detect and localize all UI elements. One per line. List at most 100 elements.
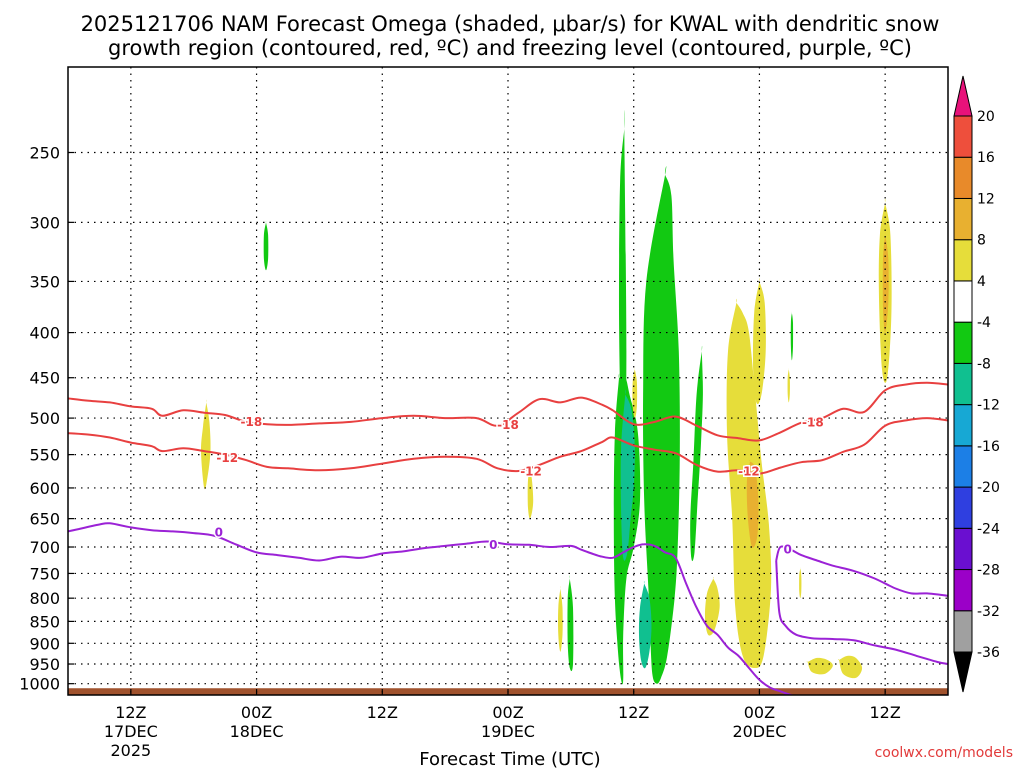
colorbar-label-4: -20 xyxy=(977,480,1000,496)
omega-region-5 xyxy=(690,345,703,562)
omega-region-6 xyxy=(567,575,574,672)
y-axis: 250 300 350 400 450 500 550 600 650 700 750 800 850 9… xyxy=(19,143,74,694)
omega-region-20 xyxy=(787,368,790,403)
omega-region-9 xyxy=(790,311,794,361)
contour-label-7: -12 xyxy=(738,465,760,479)
colorbar-label-5: -16 xyxy=(977,439,1000,455)
contour-label-2: 0 xyxy=(215,526,223,540)
x-tick-label-3: 00Z xyxy=(492,703,523,722)
y-tick-label-8: 650 xyxy=(29,510,60,529)
y-tick-label-2: 350 xyxy=(29,272,60,291)
y-tick-label-10: 750 xyxy=(29,564,60,583)
contour-line-0 xyxy=(68,381,948,442)
colorbar-label-9: 4 xyxy=(977,274,986,290)
omega-region-22 xyxy=(746,459,759,548)
colorbar-label-0: -36 xyxy=(977,645,1000,661)
contour-line-3 xyxy=(775,545,948,597)
omega-shading xyxy=(200,110,892,685)
colorbar-box-2 xyxy=(953,527,973,571)
colorbar-label-3: -24 xyxy=(977,521,1000,537)
colorbar-label-2: -28 xyxy=(977,563,1000,579)
omega-region-13 xyxy=(200,399,211,490)
x-tick-label-4: 12Z xyxy=(618,703,649,722)
x-tick-label-2: 12Z xyxy=(367,703,398,722)
contour-labels: -18 -12 0 -18 -12 0 -18 -12 0 xyxy=(213,413,825,558)
y-tick-label-6: 550 xyxy=(29,446,60,465)
colorbar-under-arrow xyxy=(953,651,973,693)
colorbar-label-6: -12 xyxy=(977,398,1000,414)
omega-region-12 xyxy=(704,576,720,636)
chart-title-line1: 2025121706 NAM Forecast Omega (shaded, μ… xyxy=(81,12,940,36)
colorbar-box-8 xyxy=(953,280,973,323)
contour-label-5: 0 xyxy=(489,538,497,552)
x-tick-label-1: 00Z xyxy=(241,703,272,722)
x-tick-date-5: 20DEC xyxy=(732,722,786,741)
y-tick-label-4: 450 xyxy=(29,369,60,388)
contour-label-3: -18 xyxy=(497,418,519,432)
colorbar-box-9 xyxy=(953,239,973,282)
colorbar-label-13: 20 xyxy=(977,109,995,125)
omega-region-15 xyxy=(838,655,863,679)
contour-label-0: -18 xyxy=(240,415,262,429)
colorbar: -36 -32 -28 -24 -20 -16 -12 -8 -4 4 8 12 16 20 xyxy=(953,75,1000,693)
omega-region-4 xyxy=(638,581,652,669)
x-tick-date-1: 18DEC xyxy=(230,722,284,741)
omega-region-3 xyxy=(620,389,635,561)
y-tick-label-11: 800 xyxy=(29,589,60,608)
y-tick-label-3: 400 xyxy=(29,324,60,343)
y-tick-label-1: 300 xyxy=(29,213,60,232)
colorbar-box-6 xyxy=(953,362,973,406)
omega-region-16 xyxy=(806,657,833,675)
x-tick-date-3: 19DEC xyxy=(481,722,535,741)
contour-label-8: 0 xyxy=(784,543,792,557)
omega-region-1 xyxy=(618,110,627,461)
x-axis-title: Forecast Time (UTC) xyxy=(419,749,600,768)
y-tick-label-12: 850 xyxy=(29,612,60,631)
colorbar-box-4 xyxy=(953,445,973,488)
omega-region-19 xyxy=(632,367,638,419)
colorbar-label-1: -32 xyxy=(977,604,1000,620)
contour-label-6: -18 xyxy=(802,416,824,430)
colorbar-box-0 xyxy=(953,610,973,653)
omega-region-18 xyxy=(558,586,563,652)
contour-line-2 xyxy=(68,522,948,695)
x-tick-year-0: 2025 xyxy=(110,741,151,760)
contour-line-1 xyxy=(68,417,948,475)
x-tick-label-6: 12Z xyxy=(869,703,900,722)
colorbar-box-3 xyxy=(953,486,973,529)
omega-region-17 xyxy=(527,466,534,519)
omega-region-21 xyxy=(799,567,802,599)
colorbar-box-10 xyxy=(953,197,973,241)
colorbar-box-12 xyxy=(953,115,973,158)
y-tick-label-7: 600 xyxy=(29,479,60,498)
colorbar-label-7: -8 xyxy=(977,356,991,372)
contour-label-1: -12 xyxy=(216,451,238,465)
colorbar-label-11: 12 xyxy=(977,191,995,207)
x-tick-label-0: 12Z xyxy=(115,703,146,722)
y-tick-label-0: 250 xyxy=(29,143,60,162)
colorbar-label-8: -4 xyxy=(977,315,991,331)
contour-label-4: -12 xyxy=(520,465,542,479)
y-tick-label-15: 1000 xyxy=(19,675,60,694)
omega-region-8 xyxy=(263,220,269,271)
y-tick-label-13: 900 xyxy=(29,634,60,653)
contour-line-4 xyxy=(775,560,948,665)
grid-lines xyxy=(68,67,948,695)
colorbar-box-7 xyxy=(953,321,973,364)
colorbar-box-1 xyxy=(953,569,973,612)
omega-region-7 xyxy=(654,572,657,603)
x-tick-date-0: 17DEC xyxy=(104,722,158,741)
colorbar-over-arrow xyxy=(953,75,973,117)
y-tick-label-9: 700 xyxy=(29,538,60,557)
y-tick-label-5: 500 xyxy=(29,409,60,428)
y-tick-label-14: 950 xyxy=(29,655,60,674)
x-tick-label-5: 00Z xyxy=(744,703,775,722)
chart-title-line2: growth region (contoured, red, ºC) and f… xyxy=(108,36,912,60)
contour-lines xyxy=(68,381,948,695)
credit-text: coolwx.com/models xyxy=(875,745,1013,761)
colorbar-box-11 xyxy=(953,156,973,199)
colorbar-label-10: 8 xyxy=(977,233,986,249)
colorbar-box-5 xyxy=(953,404,973,447)
